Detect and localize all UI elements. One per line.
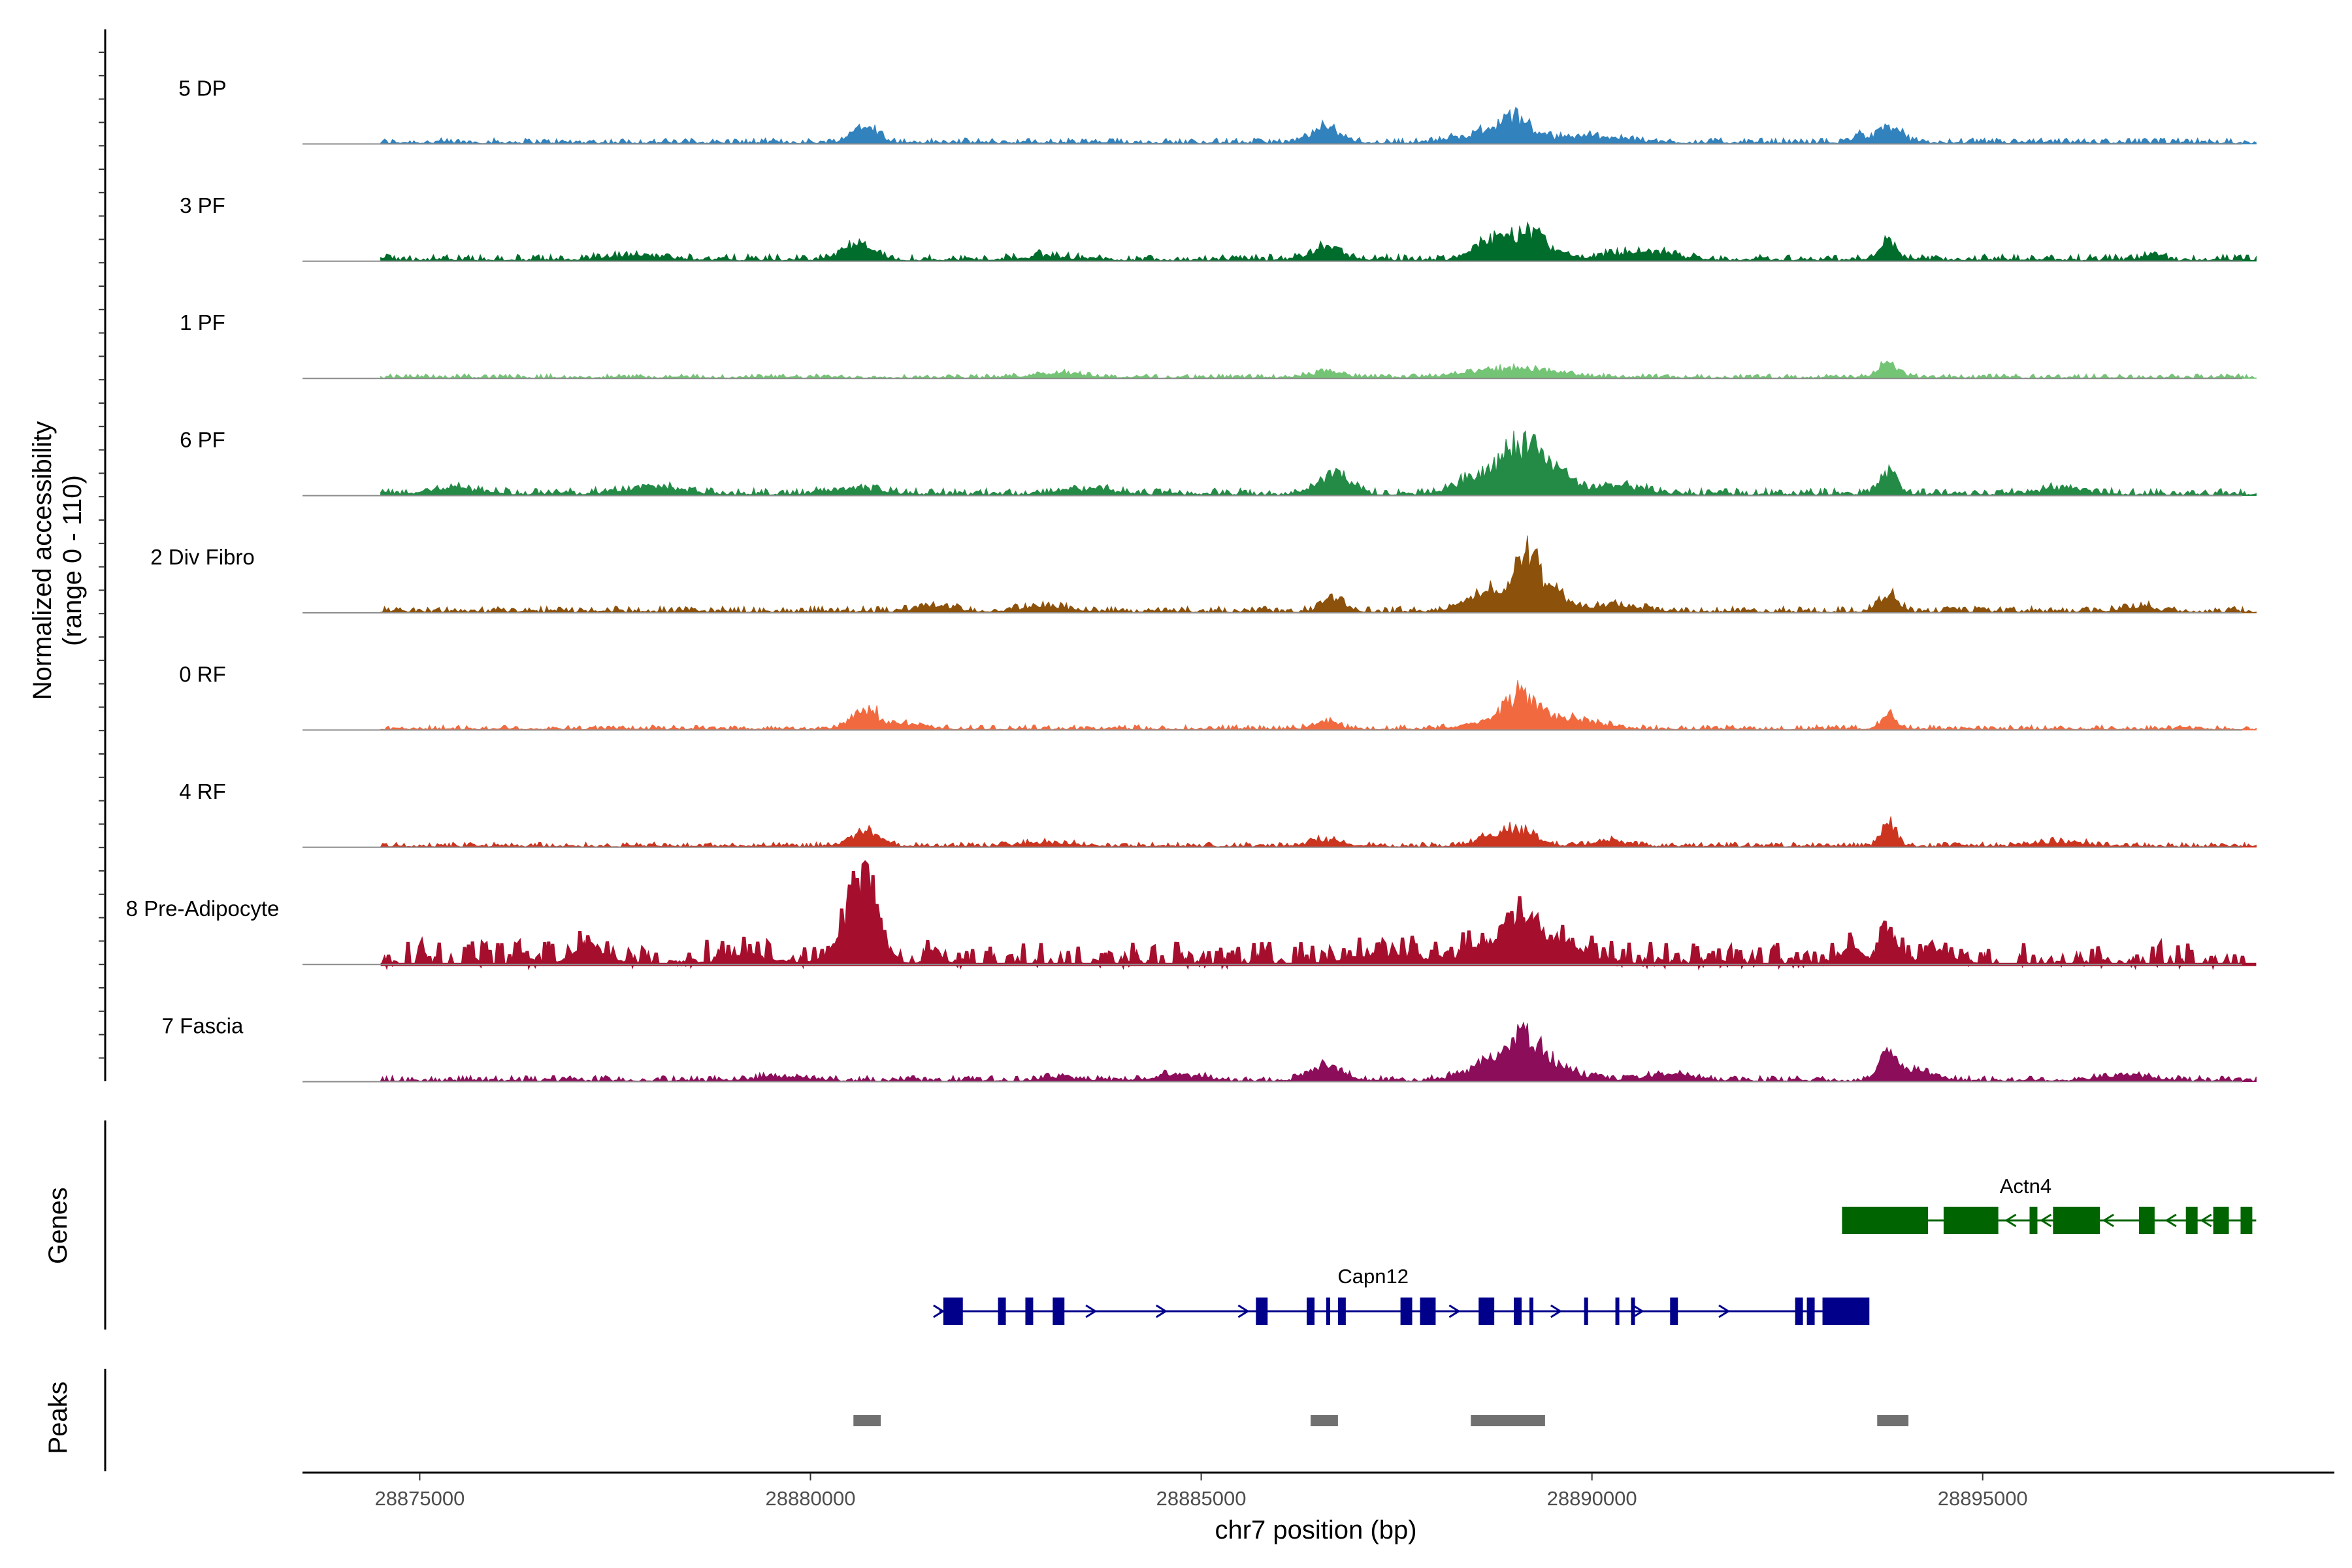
track-label: 5 DP [178,76,226,100]
gene-exon [998,1298,1006,1325]
x-tick-label: 28880000 [766,1487,856,1510]
gene-capn12: Capn12 [933,1265,1870,1325]
strand-arrow [2004,1213,2017,1228]
track-6-pf: 6 PF [180,428,2257,497]
gene-exon [943,1298,963,1325]
gene-track: Actn4 Capn12 [933,1175,2257,1325]
strand-arrow [2040,1213,2052,1228]
coverage-area [380,106,2257,144]
gene-exon [2029,1207,2038,1234]
gene-exon [1326,1298,1330,1325]
gene-exon [1478,1298,1495,1325]
strand-arrow [933,1304,945,1318]
gene-exon [2213,1207,2229,1234]
track-1-pf: 1 PF [180,310,2257,380]
gene-exon [2240,1207,2253,1234]
track-8-pre-adipocyte: 8 Pre-Adipocyte [126,860,2257,971]
genes-track-label: Genes [44,1187,73,1264]
track-label: 0 RF [179,662,226,686]
gene-exon [2138,1207,2155,1234]
track-7-fascia: 7 Fascia [162,1014,2257,1083]
coverage-area [380,679,2257,730]
track-label: 6 PF [180,428,225,452]
gene-exon [1053,1298,1065,1325]
coverage-area [380,430,2257,497]
peak-region [1471,1415,1545,1426]
gene-exon [1615,1298,1620,1325]
gene-label: Capn12 [1337,1265,1409,1288]
gene-exon [1025,1298,1034,1325]
gene-label: Actn4 [2000,1175,2051,1198]
y-axis-label: Normalized accessibility [28,421,57,700]
gene-exon [1514,1298,1522,1325]
gene-exon [1943,1207,1999,1234]
strand-arrow [1448,1304,1461,1318]
track-4-rf: 4 RF [179,779,2257,848]
x-tick-label: 28890000 [1547,1487,1637,1510]
track-3-pf: 3 PF [180,193,2257,262]
track-0-rf: 0 RF [179,662,2257,731]
coverage-area [380,860,2257,971]
strand-arrow [2164,1213,2177,1228]
peak-track [853,1415,1909,1426]
x-axis: 28875000 28880000 28885000 28890000 28895000 [302,1471,2334,1510]
gene-exon [1307,1298,1315,1325]
gene-exon [1529,1298,1533,1325]
strand-arrow [1632,1304,1644,1318]
x-tick-label: 28885000 [1156,1487,1247,1510]
strand-arrow [1718,1304,1731,1318]
gene-exon [1584,1298,1588,1325]
track-2-div-fibro: 2 Div Fibro [150,535,2257,613]
peaks-track-label: Peaks [44,1381,73,1454]
strand-arrow [1550,1304,1563,1318]
x-tick-label: 28895000 [1938,1487,2028,1510]
gene-exon [1400,1298,1413,1325]
track-label: 7 Fascia [162,1014,244,1038]
coverage-area [380,361,2257,379]
coverage-area [380,221,2257,262]
gene-exon [1795,1298,1803,1325]
peak-region [1877,1415,1909,1426]
coverage-tracks: 5 DP 3 PF 1 PF 6 PF 2 Div Fibro 0 RF 4 RF 8 Pre… [126,76,2257,1083]
coverage-area [380,816,2257,848]
y-axis-label-range: (range 0 - 110) [58,475,87,646]
gene-exon [1822,1298,1870,1325]
coverage-area [380,535,2257,613]
strand-arrow [2200,1213,2212,1228]
y-axis [99,29,106,1471]
gene-exon [1670,1298,1678,1325]
strand-arrow [2102,1213,2114,1228]
gene-exon [1631,1298,1635,1325]
track-label: 1 PF [180,310,225,335]
coverage-area [380,1021,2257,1083]
track-5-dp: 5 DP [178,76,2257,145]
gene-actn4: Actn4 [1842,1175,2257,1234]
gene-exon [1420,1298,1436,1325]
track-label: 3 PF [180,193,225,218]
track-label: 2 Div Fibro [150,545,255,569]
x-tick-label: 28875000 [374,1487,465,1510]
track-label: 8 Pre-Adipocyte [126,896,280,921]
strand-arrow [1237,1304,1250,1318]
strand-arrow [1085,1304,1098,1318]
track-label: 4 RF [179,779,226,804]
gene-exon [1337,1298,1346,1325]
peak-region [1311,1415,1338,1426]
peak-region [853,1415,881,1426]
gene-exon [2185,1207,2198,1234]
gene-exon [2053,1207,2100,1234]
gene-exon [1806,1298,1815,1325]
gene-exon [1842,1207,1928,1234]
gene-exon [1256,1298,1268,1325]
x-axis-label: chr7 position (bp) [1215,1516,1416,1544]
strand-arrow [1155,1304,1168,1318]
